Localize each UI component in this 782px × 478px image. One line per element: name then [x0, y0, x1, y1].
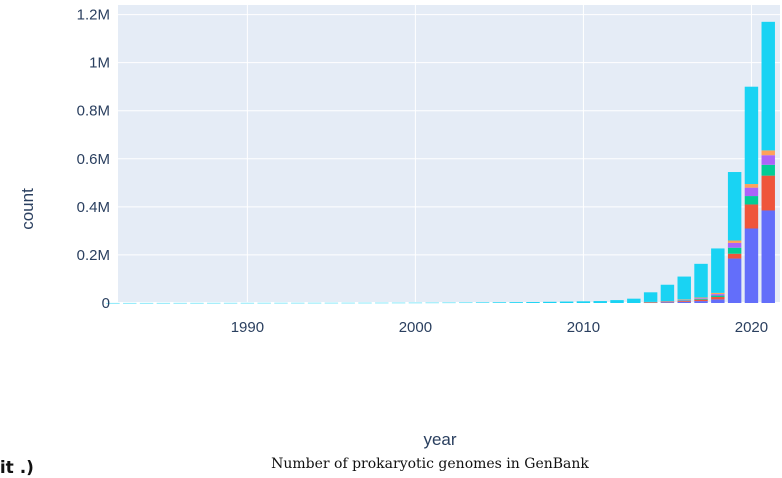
bar-segment-6 [257, 302, 271, 304]
bar-segment-3 [694, 298, 708, 300]
bar-segment-6 [576, 301, 591, 303]
bar-segment-3 [744, 196, 759, 205]
bar-segment-6 [660, 284, 675, 302]
y-tick-label: 0.4M [77, 199, 110, 216]
bar-segment-6 [173, 302, 187, 304]
bar-segment-6 [223, 302, 238, 304]
bar-segment-6 [459, 302, 473, 304]
bar-segment-6 [559, 301, 574, 303]
bar-segment-1 [677, 301, 691, 303]
bar-segment-1 [660, 302, 675, 303]
y-tick-label: 0.2M [77, 247, 110, 264]
x-tick-label: 1990 [231, 319, 264, 336]
bar-segment-5 [677, 299, 691, 300]
bar-segment-6 [442, 302, 456, 304]
bar-segment-2 [761, 175, 775, 211]
x-tick-label: 2020 [735, 319, 768, 336]
bar-segment-6 [106, 302, 120, 304]
bar-segment-6 [711, 248, 725, 293]
bar-segment-6 [408, 302, 423, 304]
bar-segment-1 [744, 228, 759, 303]
bar-segment-2 [744, 204, 759, 229]
x-tick-label: 2000 [399, 319, 432, 336]
bar-segment-6 [307, 302, 322, 304]
bar-segment-3 [711, 295, 725, 297]
bar-segment-5 [711, 292, 725, 295]
bar-segment-5 [761, 150, 775, 156]
y-tick-label: 1.2M [77, 7, 110, 24]
bar-segment-6 [509, 302, 523, 303]
x-tick-labels: 1990 2000 2010 2020 [231, 319, 768, 336]
bar-segment-6 [207, 302, 221, 304]
bar-segment-1 [761, 210, 775, 303]
bar-segment-6 [190, 302, 204, 304]
bar-segment-4 [761, 155, 775, 165]
bar-segment-6 [761, 21, 775, 151]
bar-segment-5 [660, 301, 675, 302]
bar-segment-4 [727, 242, 742, 248]
bar-segment-6 [610, 300, 624, 303]
bar-segment-2 [711, 296, 725, 300]
bar-segment-6 [677, 276, 691, 300]
bar-segment-3 [727, 247, 742, 254]
bar-segment-6 [492, 302, 507, 303]
bar-segment-6 [593, 301, 607, 303]
cropped-text-fragment: lit .) [0, 458, 34, 478]
bar-segment-2 [677, 300, 691, 302]
y-tick-labels: 0 0.2M 0.4M 0.6M 0.8M 1M 1.2M [77, 7, 110, 312]
bar-segment-6 [139, 302, 154, 304]
bar-segment-6 [358, 302, 372, 304]
bar-segment-4 [744, 187, 759, 197]
bar-segment-6 [727, 172, 742, 241]
bar-segment-6 [475, 302, 490, 303]
bar-segment-6 [627, 298, 641, 303]
bar-segment-6 [274, 302, 288, 304]
bar-segment-1 [694, 301, 708, 303]
y-tick-label: 0.8M [77, 103, 110, 120]
bar-segment-5 [694, 297, 708, 299]
bar-segment-6 [341, 302, 355, 304]
bar-segment-4 [677, 299, 691, 301]
bar-segment-6 [240, 302, 255, 304]
y-axis-title: count [18, 188, 37, 230]
bar-segment-6 [526, 302, 540, 303]
plot-background [118, 5, 780, 303]
x-axis-title: year [423, 430, 456, 449]
bar-segment-6 [425, 302, 439, 304]
figure-caption: Number of prokaryotic genomes in GenBank [271, 456, 589, 472]
bar-segment-5 [643, 301, 658, 303]
bar-segment-4 [711, 294, 725, 296]
y-tick-label: 0 [102, 295, 110, 312]
bar-segment-3 [677, 300, 691, 301]
bar-segment-4 [694, 298, 708, 299]
bar-segment-6 [375, 302, 389, 304]
bar-segment-3 [761, 164, 775, 176]
bar-segment-5 [727, 240, 742, 243]
bar-segment-1 [711, 299, 725, 303]
bar-segment-6 [744, 86, 759, 185]
bar-segment-6 [694, 263, 708, 298]
y-tick-label: 0.6M [77, 151, 110, 168]
bar-segment-6 [123, 302, 137, 304]
bar-segment-6 [324, 302, 339, 304]
stacked-bar-chart: 1990 2000 2010 2020 0 0.2M 0.4M 0.6M 0.8M 1M 1.2M… [18, 5, 780, 449]
y-tick-label: 1M [89, 55, 110, 72]
bar-segment-1 [727, 258, 742, 303]
bar-segment-2 [727, 253, 742, 259]
bar-segment-5 [744, 184, 759, 188]
bars [106, 21, 775, 304]
x-tick-label: 2010 [567, 319, 600, 336]
bar-segment-6 [391, 302, 406, 304]
bar-segment-6 [643, 292, 658, 302]
bar-segment-6 [543, 301, 557, 303]
bar-segment-6 [156, 302, 171, 304]
bar-segment-2 [694, 299, 708, 302]
bar-segment-6 [291, 302, 305, 304]
